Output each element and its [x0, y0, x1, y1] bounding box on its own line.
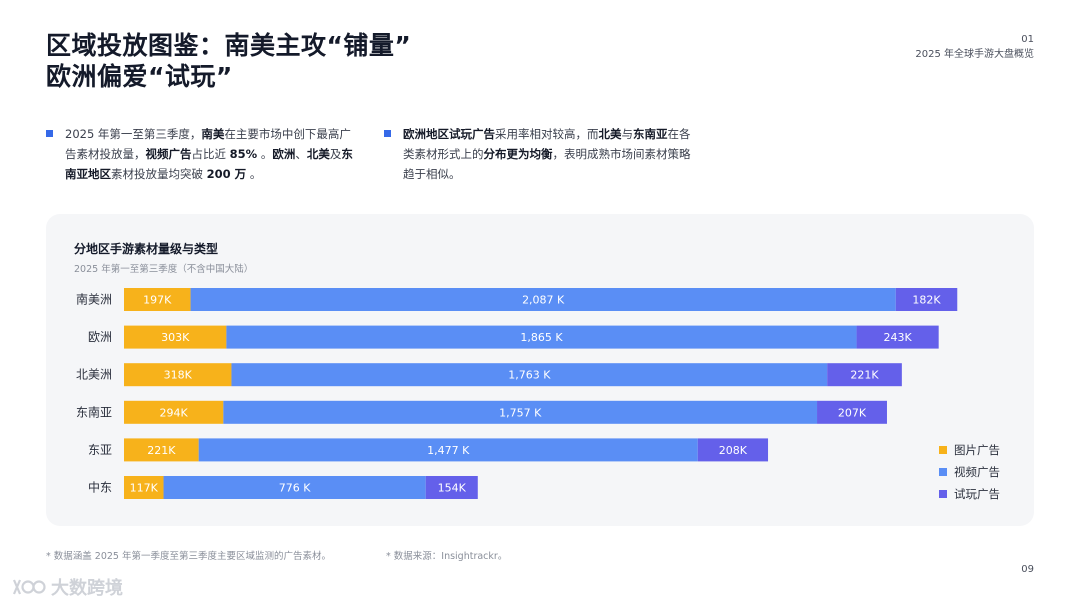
category-label: 南美洲	[76, 292, 112, 307]
bar-segment-video	[190, 288, 896, 311]
insight-text-2: 欧洲地区试玩广告采用率相对较高，而北美与东南亚在各类素材形式上的分布更为均衡，表…	[403, 124, 694, 184]
bar-value-label: 221K	[850, 369, 879, 382]
page-title: 区域投放图鉴：南美主攻“铺量” 欧洲偏爱“试玩”	[46, 30, 411, 92]
insight-emphasis: 视频广告	[145, 147, 192, 161]
bar-segment-playable	[895, 288, 958, 311]
bar-segment-video	[198, 438, 698, 462]
insight-bullet-1: 2025 年第一至第三季度，南美在主要市场中创下最高广告素材投放量，视频广告占比…	[46, 124, 356, 184]
legend-swatch-video	[939, 468, 947, 476]
bar-value-label: 1,865 K	[520, 331, 563, 344]
bar-segment-video	[223, 400, 818, 424]
insight-bullet-2: 欧洲地区试玩广告采用率相对较高，而北美与东南亚在各类素材形式上的分布更为均衡，表…	[384, 124, 694, 184]
insight-text-run: 及	[329, 147, 342, 161]
chart-subtitle: 2025 年第一至第三季度（不含中国大陆）	[74, 264, 254, 275]
watermark-text: 大数跨境	[51, 578, 123, 599]
bar-segment-image	[124, 325, 227, 349]
bar-value-label: 1,757 K	[499, 406, 542, 419]
bar-segment-playable	[697, 438, 769, 462]
bar-value-label: 221K	[147, 444, 176, 457]
section-meta: 01 2025 年全球手游大盘概览	[915, 32, 1034, 62]
bar-segment-playable	[425, 476, 478, 499]
footnote-scope: * 数据涵盖 2025 年第一季度至第三季度主要区域监测的广告素材。	[46, 551, 331, 562]
section-number: 01	[1021, 34, 1034, 45]
stacked-bar-chart: 南美洲 197K 2,087 K 182K 欧洲 303K 1,865 K 243K 北美洲 31…	[76, 288, 958, 499]
page-title-line-2: 欧洲偏爱“试玩”	[46, 62, 233, 91]
bar-segment-image	[124, 288, 191, 311]
bar-segment-video	[226, 325, 857, 349]
category-label: 东亚	[88, 443, 112, 457]
insight-text-run: ，表明成熟市场间素材策略趋于相似。	[403, 147, 691, 181]
bar-value-label: 318K	[164, 369, 193, 382]
insight-emphasis: 欧洲	[272, 147, 296, 161]
bar-segment-playable	[856, 325, 939, 349]
bar-segment-playable	[817, 400, 887, 424]
bar-value-label: 1,763 K	[508, 369, 551, 382]
category-label: 北美洲	[76, 368, 112, 382]
section-name: 2025 年全球手游大盘概览	[915, 49, 1034, 60]
bar-segment-image	[124, 363, 232, 387]
bar-value-label: 776 K	[279, 482, 311, 495]
legend-item-video: 视频广告	[939, 464, 1000, 486]
insight-emphasis: 北美	[306, 147, 330, 161]
chart-panel: 分地区手游素材量级与类型 2025 年第一至第三季度（不含中国大陆） 南美洲 19…	[46, 214, 1034, 526]
bar-value-label: 154K	[438, 482, 467, 495]
chart-title: 分地区手游素材量级与类型	[74, 242, 219, 256]
legend-swatch-playable	[939, 490, 947, 498]
bar-value-label: 243K	[884, 331, 913, 344]
watermark-logo-icon	[12, 579, 46, 595]
insight-text-run: 在主要市场中创下最高广告素材投放量，	[65, 127, 351, 161]
bar-value-label: 2,087 K	[522, 294, 565, 307]
chart-legend: 图片广告 视频广告 试玩广告	[939, 442, 1000, 508]
watermark: 大数跨境	[10, 574, 123, 600]
bar-segment-image	[124, 400, 224, 424]
insight-emphasis: 东南亚地区	[65, 147, 353, 181]
insight-emphasis: 200 万	[206, 167, 247, 181]
bullet-square-icon	[46, 130, 53, 137]
bar-value-label: 1,477 K	[427, 444, 470, 457]
bar-value-label: 207K	[838, 406, 867, 419]
legend-label-video: 视频广告	[954, 465, 1000, 479]
bar-value-label: 294K	[160, 406, 189, 419]
bar-value-label: 303K	[161, 331, 190, 344]
insight-emphasis: 欧洲地区试玩广告	[403, 127, 495, 141]
bar-value-label: 117K	[130, 482, 159, 495]
insight-text-run: 、	[295, 147, 307, 161]
insight-text-run: 。	[257, 147, 273, 161]
insight-text-1: 2025 年第一至第三季度，南美在主要市场中创下最高广告素材投放量，视频广告占比…	[65, 124, 356, 184]
bar-value-label: 208K	[719, 444, 748, 457]
page-number: 09	[1021, 564, 1034, 575]
bar-segment-image	[124, 438, 199, 462]
insight-text-run: 2025 年第一至第三季度，	[65, 127, 202, 141]
bullet-square-icon	[384, 130, 391, 137]
insight-emphasis: 85%	[229, 147, 258, 161]
bar-segment-video	[163, 476, 426, 499]
insight-text-run: 素材投放量均突破	[111, 167, 207, 181]
insight-text-run: 与	[621, 127, 634, 141]
insight-emphasis: 东南亚	[633, 127, 668, 141]
category-label: 东南亚	[76, 404, 112, 419]
bar-segment-image	[124, 476, 164, 499]
bar-segment-video	[231, 363, 828, 387]
category-label: 中东	[88, 480, 112, 495]
category-label: 欧洲	[88, 330, 112, 344]
bar-value-label: 182K	[912, 294, 941, 307]
insight-text-run: 在各类素材形式上的	[403, 127, 691, 161]
legend-swatch-image	[939, 446, 947, 454]
bar-segment-playable	[827, 363, 902, 387]
page-title-line-1: 区域投放图鉴：南美主攻“铺量”	[46, 31, 412, 60]
legend-item-image: 图片广告	[939, 442, 1000, 464]
footnote-source: * 数据来源：Insightrackr。	[386, 551, 508, 562]
legend-item-playable: 试玩广告	[939, 486, 1000, 508]
bar-value-label: 197K	[143, 294, 172, 307]
insight-text-run: 占比近	[191, 147, 230, 161]
insight-emphasis: 南美	[201, 127, 225, 141]
insight-emphasis: 北美	[598, 127, 622, 141]
insight-emphasis: 分布更为均衡	[483, 147, 553, 161]
insight-text-run: 。	[246, 167, 262, 181]
legend-label-image: 图片广告	[954, 443, 1000, 457]
insight-text-run: 采用率相对较高，而	[495, 127, 599, 141]
legend-label-playable: 试玩广告	[954, 487, 1000, 501]
